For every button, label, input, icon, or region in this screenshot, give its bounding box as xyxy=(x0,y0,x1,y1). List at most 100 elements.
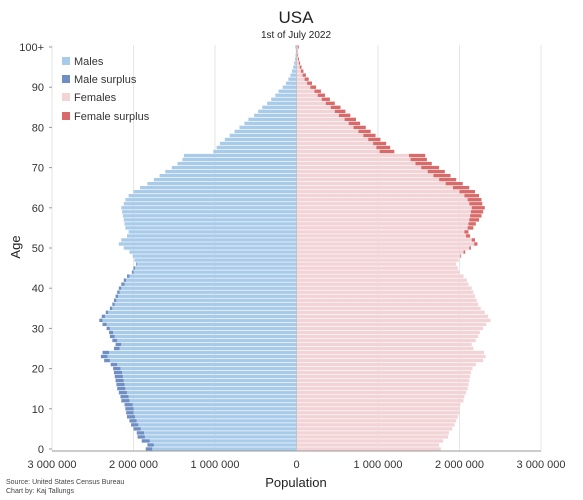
watermark: 知乎 @渡边米而复 xyxy=(449,469,574,487)
female-bar xyxy=(296,423,455,427)
female-bar xyxy=(296,133,364,138)
female-bar xyxy=(296,354,486,359)
female-surplus-bar xyxy=(421,165,440,170)
female-bar xyxy=(296,190,460,194)
male-surplus-bar xyxy=(118,391,127,395)
male-surplus-bar xyxy=(106,326,110,331)
x-tick-label: 3 000 000 xyxy=(28,459,77,471)
female-bar xyxy=(296,181,446,186)
female-surplus-bar xyxy=(459,190,475,194)
legend-swatch-females xyxy=(62,93,70,101)
female-surplus-bar xyxy=(469,246,471,250)
male-bar xyxy=(184,153,297,158)
male-bar xyxy=(271,97,297,101)
male-bar xyxy=(121,286,297,290)
female-surplus-bar xyxy=(464,230,469,234)
female-bar xyxy=(296,97,322,101)
female-bar xyxy=(296,109,335,114)
female-bar xyxy=(296,447,441,451)
female-surplus-bar xyxy=(452,186,470,190)
female-surplus-bar xyxy=(467,226,474,230)
female-bar xyxy=(296,306,481,310)
male-bar xyxy=(219,141,297,146)
male-bar xyxy=(119,346,297,351)
female-bar xyxy=(296,270,460,274)
bars xyxy=(99,45,491,451)
female-surplus-bar xyxy=(427,169,445,174)
male-bar xyxy=(114,334,297,339)
male-bar xyxy=(254,113,297,118)
male-bar xyxy=(124,222,297,226)
female-bar xyxy=(296,177,440,182)
male-bar xyxy=(108,310,297,315)
female-bar xyxy=(296,202,470,206)
x-tick-label: 1 000 000 xyxy=(191,459,240,471)
female-bar xyxy=(296,330,480,335)
legend-label-female-surplus: Female surplus xyxy=(74,111,150,123)
male-bar xyxy=(104,314,297,319)
male-bar xyxy=(126,391,297,395)
male-surplus-bar xyxy=(113,370,123,375)
female-surplus-bar xyxy=(298,61,301,65)
female-bar xyxy=(296,173,434,178)
female-surplus-bar xyxy=(297,45,299,49)
female-bar xyxy=(296,141,374,146)
female-bar xyxy=(296,346,474,351)
chart-subtitle: 1st of July 2022 xyxy=(261,30,331,41)
male-bar xyxy=(123,378,297,383)
legend-swatch-male-surplus xyxy=(62,75,70,83)
female-bar xyxy=(296,443,440,447)
female-bar xyxy=(296,278,467,282)
male-bar xyxy=(125,387,297,391)
male-bar xyxy=(239,125,297,130)
female-bar xyxy=(296,302,479,306)
male-bar xyxy=(109,358,297,363)
female-bar xyxy=(296,391,467,395)
male-bar xyxy=(136,419,297,423)
female-bar xyxy=(296,169,428,174)
legend: Males Male surplus Females Female surplu… xyxy=(62,56,150,123)
male-bar xyxy=(119,290,297,294)
male-bar xyxy=(290,73,297,77)
female-bar xyxy=(296,342,472,347)
x-tick-label: 2 000 000 xyxy=(435,459,484,471)
female-surplus-bar xyxy=(464,194,480,198)
female-bar xyxy=(296,266,458,270)
male-surplus-bar xyxy=(133,266,136,270)
male-surplus-bar xyxy=(102,322,107,327)
female-bar xyxy=(296,294,475,298)
female-bar xyxy=(296,210,471,214)
male-bar xyxy=(267,101,297,105)
female-bar xyxy=(296,387,468,391)
female-bar xyxy=(296,439,444,443)
male-bar xyxy=(102,318,297,323)
female-bar xyxy=(296,198,468,202)
male-bar xyxy=(285,81,297,85)
axes: 3 000 000 2 000 000 1 000 000 0 1 000 000 2 0… xyxy=(19,42,565,471)
male-bar xyxy=(144,431,297,435)
female-bar xyxy=(296,218,470,222)
female-bar xyxy=(296,350,484,355)
female-surplus-bar xyxy=(302,73,306,77)
female-bar xyxy=(296,226,468,230)
female-surplus-bar xyxy=(300,69,304,73)
female-bar xyxy=(296,113,339,118)
female-bar xyxy=(296,161,416,166)
female-bar xyxy=(296,230,465,234)
female-bar xyxy=(296,238,472,242)
female-surplus-bar xyxy=(304,77,309,81)
male-bar xyxy=(133,407,297,411)
male-surplus-bar xyxy=(112,338,118,343)
female-bar xyxy=(296,290,474,294)
female-surplus-bar xyxy=(408,153,426,158)
male-bar xyxy=(294,61,297,65)
female-surplus-bar xyxy=(471,206,485,210)
female-surplus-bar xyxy=(325,101,335,105)
female-bar xyxy=(296,222,469,226)
male-bar xyxy=(244,121,297,126)
y-tick-label: 100+ xyxy=(19,42,44,54)
female-surplus-bar xyxy=(334,109,346,114)
male-bar xyxy=(117,338,297,343)
legend-label-male-surplus: Male surplus xyxy=(74,74,137,86)
female-bar xyxy=(296,411,460,415)
